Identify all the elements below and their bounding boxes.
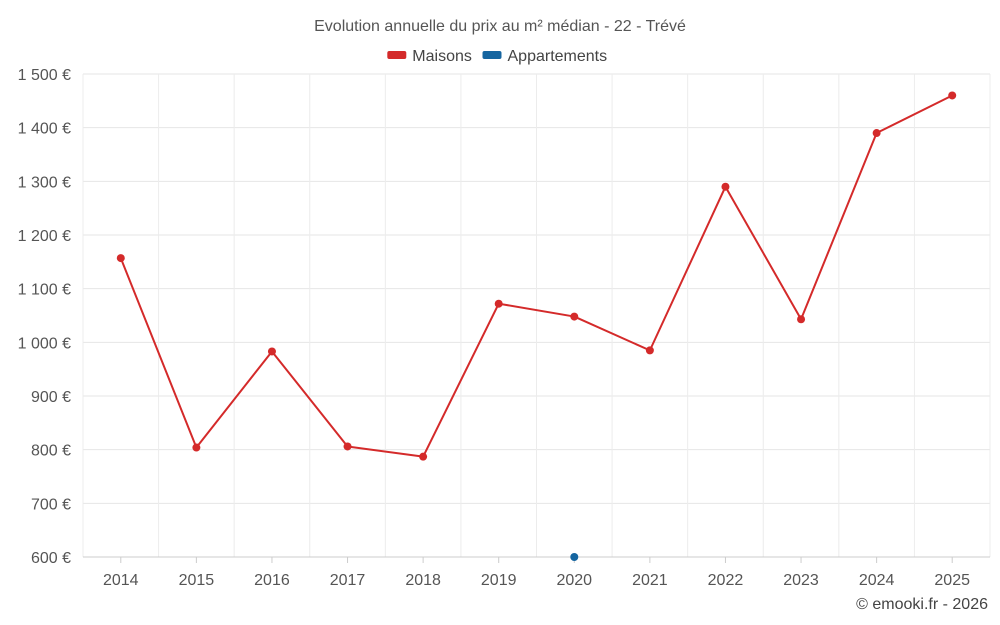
x-tick-label: 2019 bbox=[481, 572, 517, 589]
legend-label-appartements[interactable]: Appartements bbox=[508, 48, 608, 65]
axes: 600 € 700 € 800 € 900 € 1 000 € 1 100 € 1 200 … bbox=[18, 67, 990, 589]
legend-label-maisons[interactable]: Maisons bbox=[412, 48, 472, 65]
y-tick-label: 1 000 € bbox=[18, 335, 71, 352]
x-tick-label: 2024 bbox=[859, 572, 895, 589]
x-tick-label: 2014 bbox=[103, 572, 139, 589]
x-tick-label: 2018 bbox=[405, 572, 441, 589]
y-tick-label: 800 € bbox=[31, 443, 71, 460]
chart-title: Evolution annuelle du prix au m² médian … bbox=[314, 18, 686, 35]
data-point-maisons-2016[interactable] bbox=[267, 347, 276, 356]
y-tick-label: 1 300 € bbox=[18, 174, 71, 191]
y-tick-label: 1 100 € bbox=[18, 282, 71, 299]
data-point-maisons-2023[interactable] bbox=[797, 315, 806, 324]
legend-swatch-maisons[interactable] bbox=[387, 51, 407, 59]
series-layer bbox=[116, 91, 957, 561]
data-point-maisons-2020[interactable] bbox=[570, 312, 579, 321]
data-point-maisons-2025[interactable] bbox=[948, 91, 957, 100]
legend: Maisons Appartements bbox=[387, 48, 607, 65]
data-point-maisons-2022[interactable] bbox=[721, 182, 730, 191]
data-point-maisons-2014[interactable] bbox=[116, 254, 125, 263]
y-tick-label: 700 € bbox=[31, 496, 71, 513]
data-point-maisons-2021[interactable] bbox=[645, 346, 654, 355]
credit-text: © emooki.fr - 2026 bbox=[856, 596, 988, 613]
y-tick-label: 1 400 € bbox=[18, 121, 71, 138]
x-tick-label: 2023 bbox=[783, 572, 819, 589]
data-point-appartements-2020[interactable] bbox=[570, 553, 579, 561]
x-tick-label: 2025 bbox=[934, 572, 970, 589]
data-point-maisons-2017[interactable] bbox=[343, 442, 352, 451]
y-tick-label: 1 500 € bbox=[18, 67, 71, 84]
series-line-maisons bbox=[119, 94, 953, 458]
y-tick-label: 600 € bbox=[31, 550, 71, 567]
data-point-maisons-2018[interactable] bbox=[419, 452, 428, 461]
data-point-maisons-2019[interactable] bbox=[494, 299, 503, 308]
y-tick-label: 900 € bbox=[31, 389, 71, 406]
data-point-maisons-2015[interactable] bbox=[192, 443, 201, 452]
legend-swatch-appartements[interactable] bbox=[482, 51, 502, 59]
y-tick-label: 1 200 € bbox=[18, 228, 71, 245]
x-tick-label: 2021 bbox=[632, 572, 668, 589]
data-point-maisons-2024[interactable] bbox=[872, 129, 881, 138]
x-tick-label: 2016 bbox=[254, 572, 290, 589]
x-tick-label: 2015 bbox=[179, 572, 215, 589]
x-tick-label: 2022 bbox=[708, 572, 744, 589]
x-tick-label: 2020 bbox=[556, 572, 592, 589]
grid bbox=[82, 73, 991, 557]
x-tick-label: 2017 bbox=[330, 572, 366, 589]
